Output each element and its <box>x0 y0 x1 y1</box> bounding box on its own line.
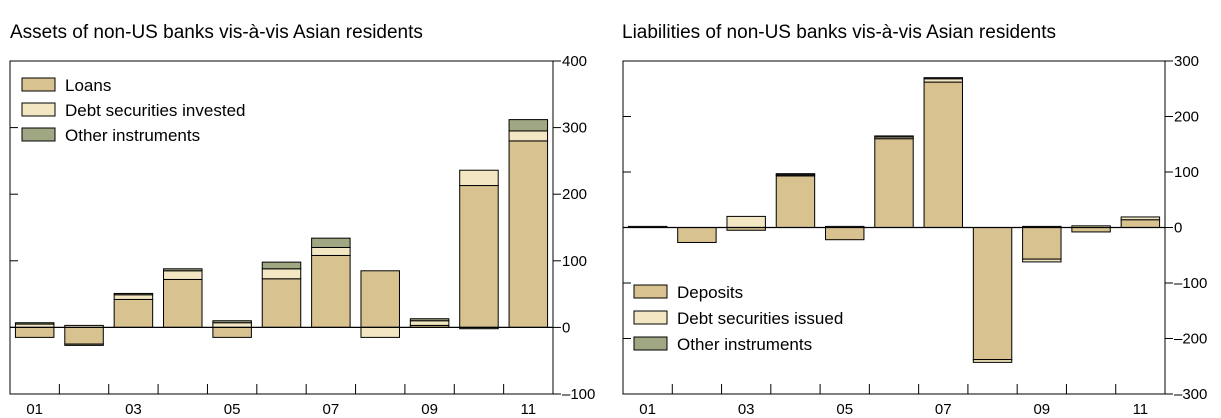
bar-segment <box>212 326 252 338</box>
x-tick-label: 09 <box>1033 401 1050 418</box>
y-tick-label: 200 <box>1174 109 1199 126</box>
x-tick-label: 01 <box>639 401 656 418</box>
y-tick-label: 100 <box>562 253 587 270</box>
y-tick-label: –100 <box>562 386 595 403</box>
y-tick-label: 300 <box>562 120 587 137</box>
bar-segment <box>311 254 351 328</box>
liabilities-chart-panel: Liabilities of non-US banks vis-à-vis As… <box>612 0 1221 418</box>
bar-segment <box>1022 258 1062 263</box>
y-tick-label: 400 <box>562 53 587 70</box>
bar-segment <box>113 292 154 296</box>
bar-segment <box>261 268 302 280</box>
bar-segment <box>64 343 104 346</box>
chart-title: Assets of non-US banks vis-à-vis Asian r… <box>10 22 423 43</box>
bar-segment <box>163 278 203 328</box>
bar-segment <box>874 135 914 138</box>
legend-swatch <box>633 310 668 325</box>
bar-segment <box>923 81 963 228</box>
bar-segment <box>311 237 351 248</box>
y-tick-label: –100 <box>1174 275 1207 292</box>
bar-segment <box>212 320 252 324</box>
x-tick-label: 01 <box>26 401 43 418</box>
bar-segment <box>14 322 55 325</box>
bar-segment <box>508 130 549 142</box>
bar-segment <box>508 119 549 132</box>
legend-swatch <box>633 336 668 351</box>
bar-segment <box>508 140 549 328</box>
legend-label: Deposits <box>677 283 743 302</box>
bar-segment <box>1071 227 1111 233</box>
bar-segment <box>825 227 865 241</box>
bar-segment <box>409 318 450 322</box>
bar-segment <box>163 270 203 280</box>
legend-label: Other instruments <box>677 335 812 354</box>
legend-swatch <box>21 77 56 92</box>
assets-chart: –100 0 100 200 300 400 01 03 05 07 09 11 Loans Debt s… <box>9 53 595 418</box>
bar-segment <box>1120 216 1161 221</box>
bar-segment <box>113 298 154 328</box>
bar-segment <box>1022 227 1062 260</box>
bar-segment <box>677 227 717 243</box>
assets-chart-panel: Assets of non-US banks vis-à-vis Asian r… <box>0 0 610 418</box>
legend-label: Debt securities issued <box>677 309 843 328</box>
y-tick-label: 0 <box>562 319 570 336</box>
bar-segment <box>874 138 914 228</box>
x-tick-label: 07 <box>935 401 952 418</box>
y-tick-label: 0 <box>1174 220 1182 237</box>
bar-segment <box>972 227 1013 361</box>
legend-label: Loans <box>65 76 111 95</box>
y-tick-label: 200 <box>562 186 587 203</box>
x-tick-label: 03 <box>125 401 142 418</box>
bar-segment <box>360 270 400 328</box>
bar-segment <box>113 294 154 300</box>
chart-title: Liabilities of non-US banks vis-à-vis As… <box>622 22 1057 43</box>
bar-segment <box>64 326 104 345</box>
bar-segment <box>459 169 499 187</box>
bar-segment <box>311 246 351 256</box>
bar-segment <box>212 322 252 328</box>
bar-segment <box>409 320 450 326</box>
y-tick-label: –300 <box>1174 386 1207 403</box>
x-tick-label: 07 <box>323 401 340 418</box>
bar-segment <box>261 261 302 270</box>
x-tick-label: 05 <box>836 401 853 418</box>
bar-segment <box>360 326 400 338</box>
legend-label: Debt securities invested <box>65 101 245 120</box>
legend-swatch <box>21 102 56 117</box>
bar-segment <box>923 77 963 80</box>
legend-swatch <box>21 127 56 142</box>
liabilities-chart: –300 –200 –100 0 100 200 300 01 03 05 07 09 11 Deposi… <box>622 53 1207 418</box>
x-tick-label: 11 <box>521 401 537 418</box>
bar-segment <box>1120 219 1161 228</box>
legend-swatch <box>633 284 668 299</box>
y-tick-label: 100 <box>1174 164 1199 181</box>
x-tick-label: 05 <box>224 401 241 418</box>
y-tick-label: –200 <box>1174 331 1207 348</box>
bar-segment <box>726 215 766 228</box>
bar-segment <box>459 185 499 328</box>
bar-segment <box>775 175 816 228</box>
bar-segment <box>972 359 1013 363</box>
plot-frame <box>9 60 554 395</box>
bar-segment <box>163 268 203 272</box>
x-tick-label: 09 <box>421 401 438 418</box>
legend-label: Other instruments <box>65 126 200 145</box>
y-tick-label: 300 <box>1174 53 1199 70</box>
x-tick-label: 11 <box>1133 401 1149 418</box>
bar-segment <box>261 278 302 328</box>
bar-segment <box>14 326 55 338</box>
bar-segment <box>775 173 816 176</box>
x-tick-label: 03 <box>738 401 755 418</box>
